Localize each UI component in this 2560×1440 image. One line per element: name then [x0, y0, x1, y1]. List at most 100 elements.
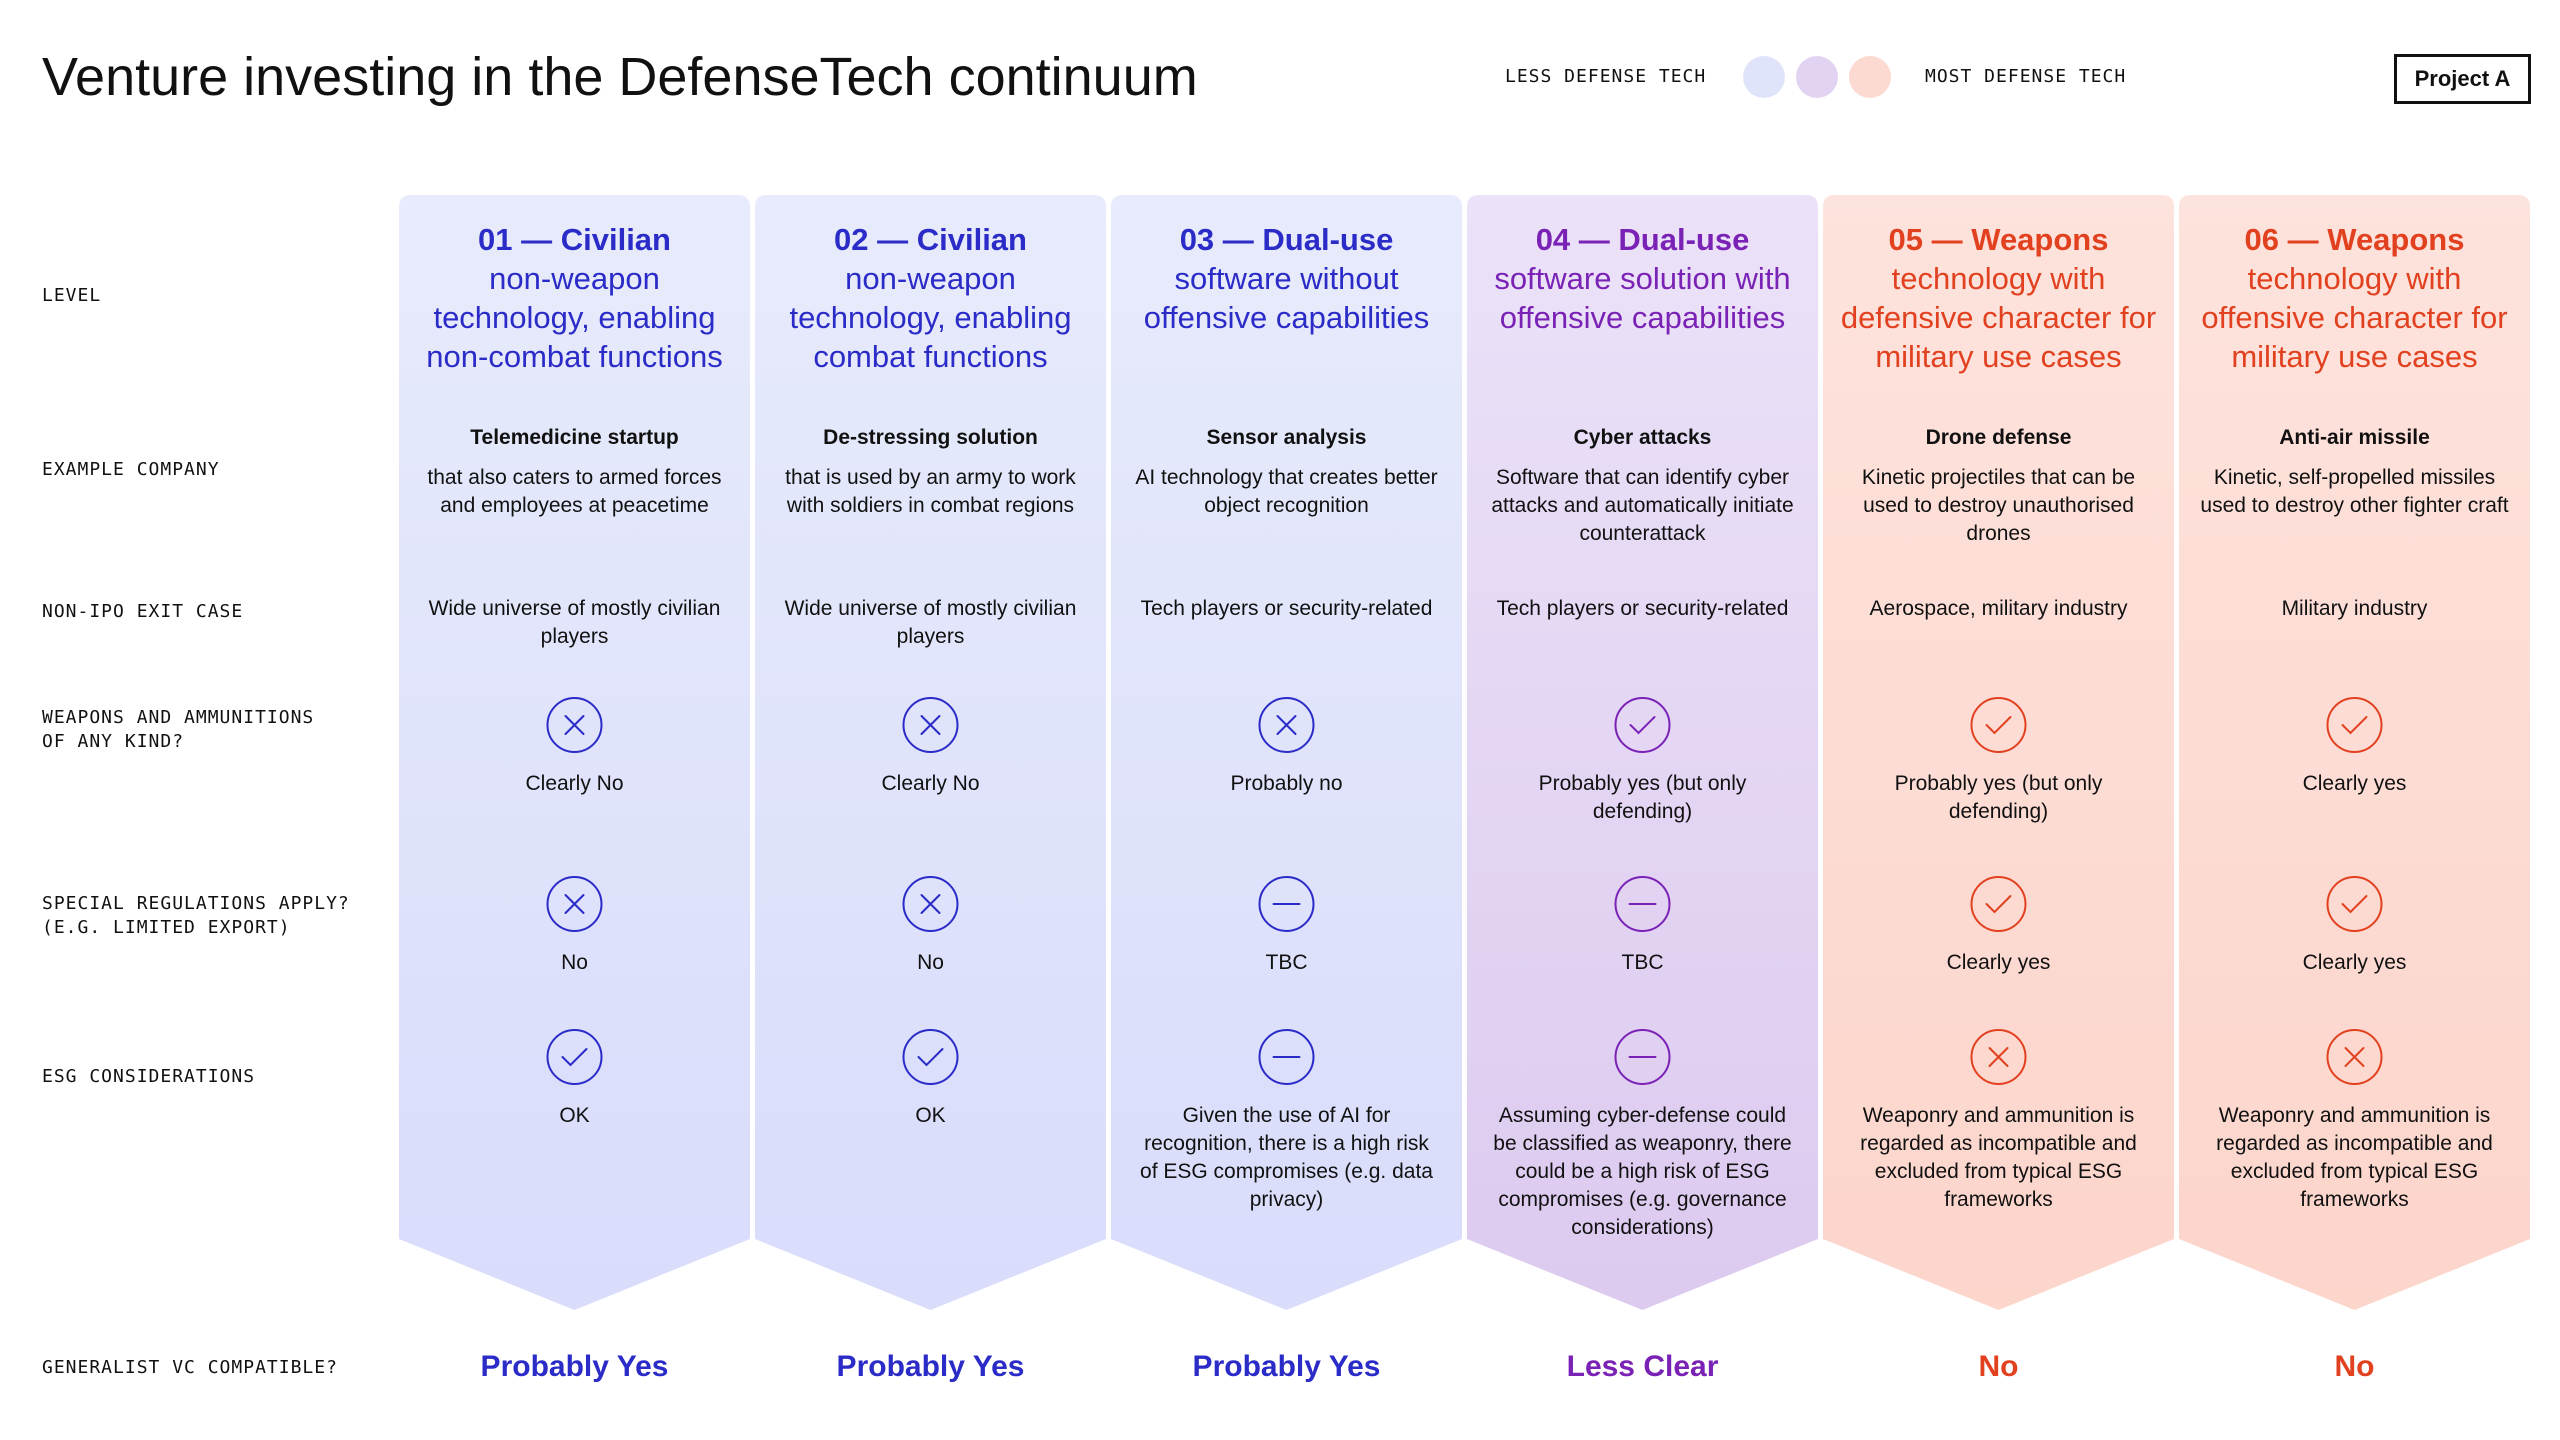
icon-x: [2344, 1047, 2365, 1067]
row-label: ESG CONSIDERATIONS: [42, 1066, 256, 1087]
example-desc: Software that can identify cyber attacks…: [1491, 466, 1794, 545]
example-desc: Kinetic, self-propelled missiles used to…: [2200, 466, 2509, 517]
esg-text: OK: [559, 1104, 590, 1127]
row-label: WEAPONS AND AMMUNITIONS OF ANY KIND?: [42, 707, 315, 752]
level-description: software solution with offensive capabil…: [1494, 261, 1791, 335]
example-title: Sensor analysis: [1206, 426, 1367, 449]
esg-text: Weaponry and ammunition is regarded as i…: [2216, 1104, 2493, 1211]
icon-check: [2341, 716, 2368, 735]
exit-case: Military industry: [2281, 597, 2428, 620]
verdict: Less Clear: [1566, 1350, 1719, 1383]
level-name: 06 — Weapons: [2244, 222, 2465, 257]
example-desc: Kinetic projectiles that can be used to …: [1861, 466, 2136, 545]
icon-circle: [902, 1029, 959, 1085]
icon-circle: [902, 876, 959, 932]
legend-swatch: [1849, 56, 1891, 98]
icon-circle: [1970, 697, 2027, 753]
esg-text: Given the use of AI for recognition, the…: [1140, 1104, 1433, 1211]
icon-check: [1985, 716, 2012, 735]
legend-swatch: [1743, 56, 1785, 98]
icon-circle: [1970, 876, 2027, 932]
icon-circle: [1614, 697, 1671, 753]
level-description: technology with offensive character for …: [2201, 261, 2508, 374]
verdict: Probably Yes: [1192, 1350, 1381, 1383]
example-title: Telemedicine startup: [470, 426, 679, 449]
project-badge: Project A: [2394, 54, 2531, 104]
level-description: software without offensive capabilities: [1143, 261, 1430, 335]
row-label: GENERALIST VC COMPATIBLE?: [42, 1357, 338, 1378]
icon-check: [2341, 895, 2368, 914]
icon-circle: [546, 697, 603, 753]
regulations-text: TBC: [1265, 951, 1308, 974]
exit-case: Wide universe of mostly civilian players: [784, 597, 1077, 648]
exit-case: Aerospace, military industry: [1869, 597, 2128, 620]
regulations-text: Clearly yes: [1946, 951, 2051, 974]
esg-text: Assuming cyber-defense could be classifi…: [1493, 1104, 1792, 1239]
regulations-text: TBC: [1621, 951, 1664, 974]
row-label: EXAMPLE COMPANY: [42, 459, 220, 480]
level-name: 05 — Weapons: [1888, 222, 2109, 257]
level-name: 01 — Civilian: [478, 222, 671, 257]
icon-circle: [1614, 876, 1671, 932]
weapons-text: Clearly No: [525, 772, 624, 795]
level-header: 06 — Weapons technology with offensive ch…: [2195, 220, 2515, 376]
legend-less: LESS DEFENSE TECH: [1505, 66, 1707, 87]
icon-x: [1276, 715, 1297, 735]
weapons-text: Probably yes (but only defending): [1894, 772, 2103, 823]
esg-text: Weaponry and ammunition is regarded as i…: [1860, 1104, 2137, 1211]
example-desc: that also caters to armed forces and emp…: [427, 466, 722, 517]
legend-swatch: [1796, 56, 1838, 98]
example-title: Cyber attacks: [1573, 426, 1712, 449]
level-description: non-weapon technology, enabling combat f…: [789, 261, 1072, 374]
icon-circle: [1258, 697, 1315, 753]
icon-circle: [1970, 1029, 2027, 1085]
weapons-text: Probably no: [1230, 772, 1343, 795]
icon-circle: [1258, 1029, 1315, 1085]
row-label: SPECIAL REGULATIONS APPLY? (E.G. LIMITED…: [42, 893, 350, 938]
example-desc: that is used by an army to work with sol…: [785, 466, 1076, 517]
verdict: Probably Yes: [480, 1350, 669, 1383]
exit-case: Tech players or security-related: [1140, 597, 1433, 620]
esg-text: OK: [915, 1104, 946, 1127]
example-title: Anti-air missile: [2279, 426, 2430, 449]
icon-check: [1985, 895, 2012, 914]
verdict: Probably Yes: [836, 1350, 1025, 1383]
icon-circle: [1614, 1029, 1671, 1085]
icon-x: [1988, 1047, 2009, 1067]
level-header: 02 — Civilian non-weapon technology, enab…: [771, 220, 1091, 376]
legend-most: MOST DEFENSE TECH: [1925, 66, 2127, 87]
regulations-text: No: [561, 951, 588, 974]
icon-circle: [2326, 1029, 2383, 1085]
level-name: 03 — Dual-use: [1179, 222, 1394, 257]
exit-case: Tech players or security-related: [1496, 597, 1789, 620]
icon-circle: [546, 876, 603, 932]
level-description: non-weapon technology, enabling non-comb…: [426, 261, 723, 374]
icon-circle: [546, 1029, 603, 1085]
icon-x: [564, 894, 585, 914]
level-description: technology with defensive character for …: [1840, 261, 2157, 374]
regulations-text: No: [917, 951, 944, 974]
example-desc: AI technology that creates better object…: [1135, 466, 1438, 517]
title: Venture investing in the DefenseTech con…: [42, 47, 1198, 107]
icon-x: [564, 715, 585, 735]
level-header: 05 — Weapons technology with defensive ch…: [1839, 220, 2159, 376]
level-name: 04 — Dual-use: [1535, 222, 1750, 257]
icon-circle: [2326, 697, 2383, 753]
exit-case: Wide universe of mostly civilian players: [428, 597, 721, 648]
verdict: No: [2334, 1350, 2375, 1383]
icon-check: [561, 1048, 588, 1067]
verdict: No: [1978, 1350, 2019, 1383]
icon-x: [920, 715, 941, 735]
level-header: 03 — Dual-use software without offensive …: [1127, 220, 1447, 337]
icon-circle: [2326, 876, 2383, 932]
weapons-text: Probably yes (but only defending): [1538, 772, 1747, 823]
weapons-text: Clearly No: [881, 772, 980, 795]
icon-circle: [1258, 876, 1315, 932]
level-header: 01 — Civilian non-weapon technology, enab…: [415, 220, 735, 376]
row-label: LEVEL: [42, 285, 102, 306]
icon-x: [920, 894, 941, 914]
icon-check: [917, 1048, 944, 1067]
row-label: NON-IPO EXIT CASE: [42, 601, 244, 622]
